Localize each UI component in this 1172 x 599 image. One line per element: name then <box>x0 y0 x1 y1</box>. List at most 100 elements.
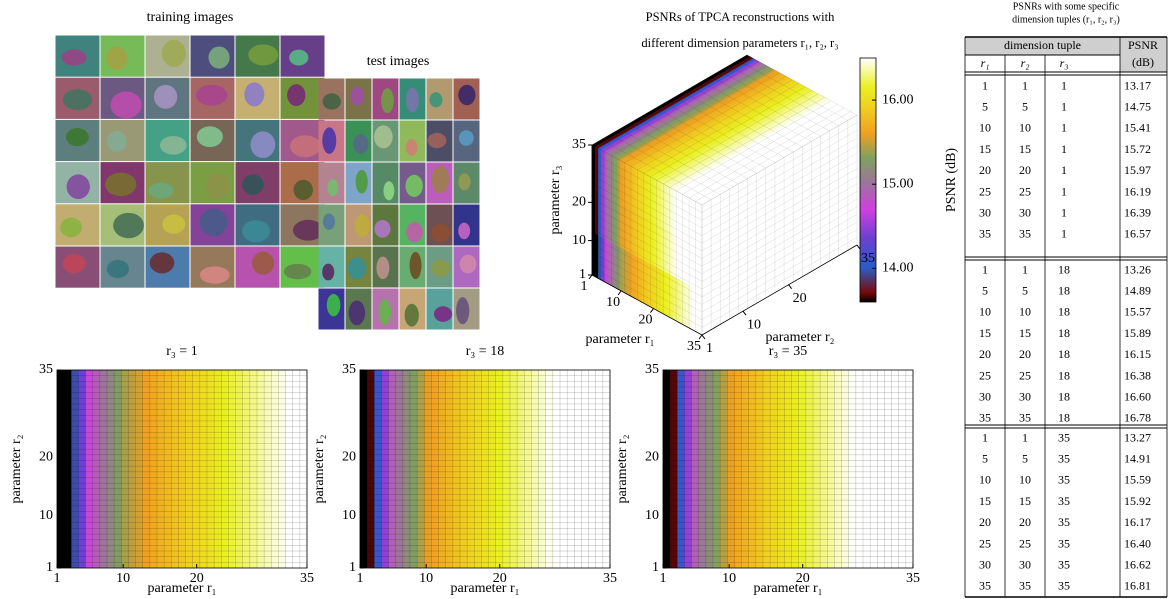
heatmap-column <box>264 370 272 568</box>
table-cell: 1 <box>1022 262 1028 276</box>
voxel-grid <box>591 54 748 146</box>
heatmap-column <box>460 370 468 568</box>
heatmap-column <box>85 370 94 568</box>
table-cell: 35 <box>1019 227 1031 241</box>
x-tick-label: 35 <box>687 339 701 354</box>
heatmap-column <box>848 370 857 568</box>
table-cell: 18 <box>1058 389 1070 403</box>
heatmap-column <box>841 370 850 568</box>
table-cell: 16.19 <box>1124 184 1151 198</box>
heatmap-column <box>813 370 821 568</box>
heatmap-column <box>502 370 511 568</box>
y-axis-label: parameter r₂ <box>765 330 834 345</box>
voxel-grid <box>650 86 806 177</box>
thumbnail-object <box>353 134 369 154</box>
voxel-grid <box>701 114 858 206</box>
voxel-front <box>682 237 687 284</box>
heatmap-column <box>431 370 439 568</box>
heatmap-column <box>228 370 236 568</box>
voxel-grid <box>710 75 821 137</box>
table-cell: 1 <box>982 78 988 92</box>
heatmap-column <box>121 370 129 568</box>
table-cell: 20 <box>1019 347 1031 361</box>
z-tick-label: 10 <box>572 233 586 248</box>
x-tick <box>588 274 593 280</box>
voxel-grid <box>701 114 858 206</box>
table-cell: 25 <box>979 368 991 382</box>
heatmap-column <box>57 370 65 568</box>
table-cell: 18 <box>1058 283 1070 297</box>
x-tick-label: 1 <box>660 571 667 586</box>
heatmap-column <box>684 370 692 568</box>
voxel-front <box>607 196 612 243</box>
heatmap-column <box>552 370 561 568</box>
table-cell: 16.78 <box>1124 411 1151 425</box>
voxel-grid <box>591 267 703 328</box>
y-tick <box>788 284 793 290</box>
y-tick-label: 10 <box>39 508 53 523</box>
table-cell: 30 <box>1019 205 1031 219</box>
heatmap-column <box>698 370 707 568</box>
heatmap-column <box>481 370 489 568</box>
voxel-grid <box>617 68 774 160</box>
y-axis-label: parameter r₂ <box>615 434 630 503</box>
column-header: r₂ <box>1021 56 1030 70</box>
thumbnail-object <box>153 84 178 109</box>
thumbnail-object <box>250 131 276 158</box>
heatmap-column <box>777 370 785 568</box>
voxel-grid <box>701 198 858 290</box>
voxel-grid <box>598 58 754 149</box>
heatmap-column <box>292 370 301 568</box>
voxel-grid <box>591 175 703 236</box>
y-tick-label: 20 <box>645 450 659 465</box>
y-tick-label: 10 <box>645 508 659 523</box>
table-cell: 18 <box>1058 262 1070 276</box>
table-cell: 15 <box>1019 494 1031 508</box>
heatmap-column <box>438 370 447 568</box>
table-cell: 16.17 <box>1124 515 1151 529</box>
voxel-grid <box>664 102 776 163</box>
heatmap-column <box>905 370 914 568</box>
table-cell: 5 <box>1022 99 1028 113</box>
heatmap-column <box>827 370 835 568</box>
chart-title: different dimension parameters r₁, r₂, r… <box>641 36 838 50</box>
heatmap-column <box>381 370 389 568</box>
heatmap-column <box>142 370 151 568</box>
thumbnail-object <box>61 49 87 66</box>
table-cell: 35 <box>1058 536 1070 550</box>
heatmap-column <box>602 370 611 568</box>
voxel-grid <box>701 130 858 221</box>
thumbnail-object <box>283 263 312 280</box>
z-tick-label: 35 <box>572 137 586 152</box>
table-cell: 18 <box>1058 411 1070 425</box>
table-cell: 25 <box>1019 184 1031 198</box>
table-cell: 1 <box>1061 163 1067 177</box>
heatmap-column <box>78 370 86 568</box>
heatmap-column <box>798 370 807 568</box>
table-cell: 35 <box>1058 473 1070 487</box>
voxel-grid <box>663 93 819 185</box>
thumbnail-object <box>374 125 393 149</box>
table-cell: 25 <box>979 536 991 550</box>
thumbnail-object <box>199 266 230 284</box>
voxel-front <box>660 225 665 272</box>
voxel-grid <box>701 221 858 313</box>
heatmap-column <box>467 370 475 568</box>
heatmap-column <box>670 370 678 568</box>
thumbnail-object <box>458 173 471 191</box>
heatmap-column <box>388 370 397 568</box>
thumbnail-object <box>405 138 418 156</box>
chart-title: r₃ = 35 <box>769 344 807 359</box>
column-header: r₁ <box>981 56 990 70</box>
heatmap-column <box>235 370 244 568</box>
heatmap-column <box>891 370 900 568</box>
heatmap-column <box>884 370 892 568</box>
voxel-grid <box>591 251 703 313</box>
table-cell: 16.39 <box>1124 205 1151 219</box>
heatmap-column <box>763 370 771 568</box>
heatmap-column <box>663 370 671 568</box>
header-label: (dB) <box>1132 55 1154 69</box>
thumbnail-object <box>287 84 306 107</box>
thumbnail-object <box>66 174 90 200</box>
